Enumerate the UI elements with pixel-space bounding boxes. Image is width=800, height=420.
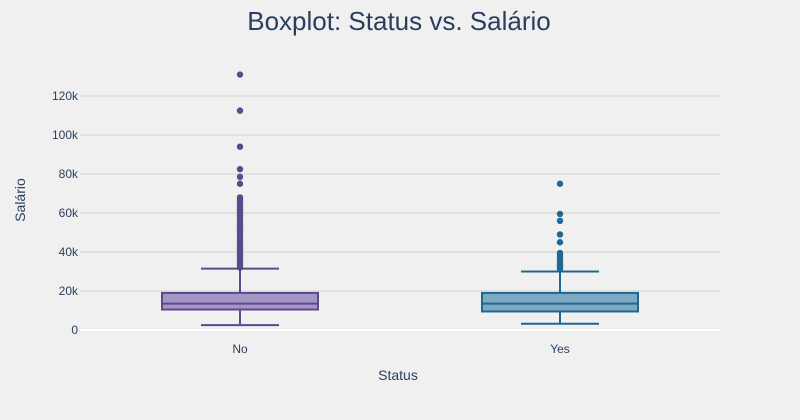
outlier-point: [556, 210, 564, 218]
outlier-point: [236, 180, 244, 187]
x-tick-label: No: [232, 342, 248, 356]
y-tick-label: 0: [71, 323, 78, 337]
y-tick-label: 60k: [59, 206, 79, 220]
y-tick-label: 100k: [52, 128, 79, 142]
iqr-box: [161, 291, 319, 311]
outlier-point: [236, 71, 244, 78]
outlier-point: [556, 231, 564, 238]
outlier-point: [236, 165, 244, 173]
iqr-box: [481, 291, 639, 313]
outlier-point: [236, 173, 244, 181]
outlier-point: [556, 217, 564, 224]
x-axis-title: Status: [378, 367, 418, 383]
box-yes: [481, 180, 639, 325]
x-tick-label: Yes: [550, 342, 570, 356]
outlier-point: [236, 107, 244, 114]
outlier-point: [236, 194, 244, 201]
y-tick-label: 20k: [59, 284, 79, 298]
outlier-point: [556, 180, 564, 187]
chart-title: Boxplot: Status vs. Salário: [247, 6, 550, 36]
outlier-point: [236, 143, 244, 150]
outlier-point: [556, 249, 564, 257]
y-axis-title: Salário: [12, 178, 28, 222]
y-tick-label: 40k: [59, 245, 79, 259]
box-layer: [161, 71, 639, 327]
y-tick-label: 120k: [52, 89, 79, 103]
box-no: [161, 71, 319, 327]
outlier-point: [556, 239, 564, 246]
grid-layer: [80, 95, 720, 331]
y-tick-label: 80k: [59, 167, 79, 181]
tick-layer: 0 20k 40k 60k 80k 100k 120k No Yes: [52, 89, 570, 356]
